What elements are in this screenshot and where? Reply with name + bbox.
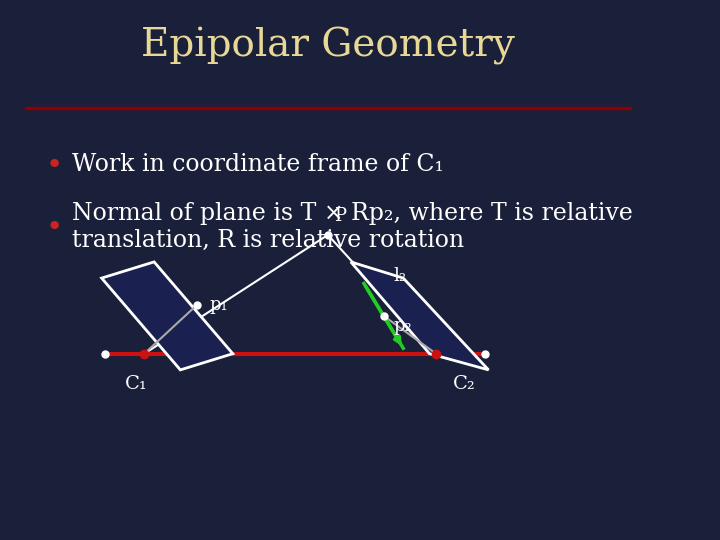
Text: •: •: [46, 213, 63, 241]
Text: Work in coordinate frame of C₁: Work in coordinate frame of C₁: [72, 153, 444, 176]
Polygon shape: [102, 262, 233, 370]
Text: Epipolar Geometry: Epipolar Geometry: [141, 27, 515, 65]
Polygon shape: [351, 262, 489, 370]
Text: •: •: [46, 151, 63, 179]
Text: Normal of plane is T × Rp₂, where T is relative
translation, R is relative rotat: Normal of plane is T × Rp₂, where T is r…: [72, 202, 633, 252]
Text: C₁: C₁: [125, 375, 148, 393]
Text: l₂: l₂: [393, 267, 407, 285]
Text: p₁: p₁: [210, 296, 228, 314]
Text: P: P: [334, 207, 346, 225]
Text: C₂: C₂: [452, 375, 475, 393]
Text: p₂: p₂: [393, 317, 412, 335]
